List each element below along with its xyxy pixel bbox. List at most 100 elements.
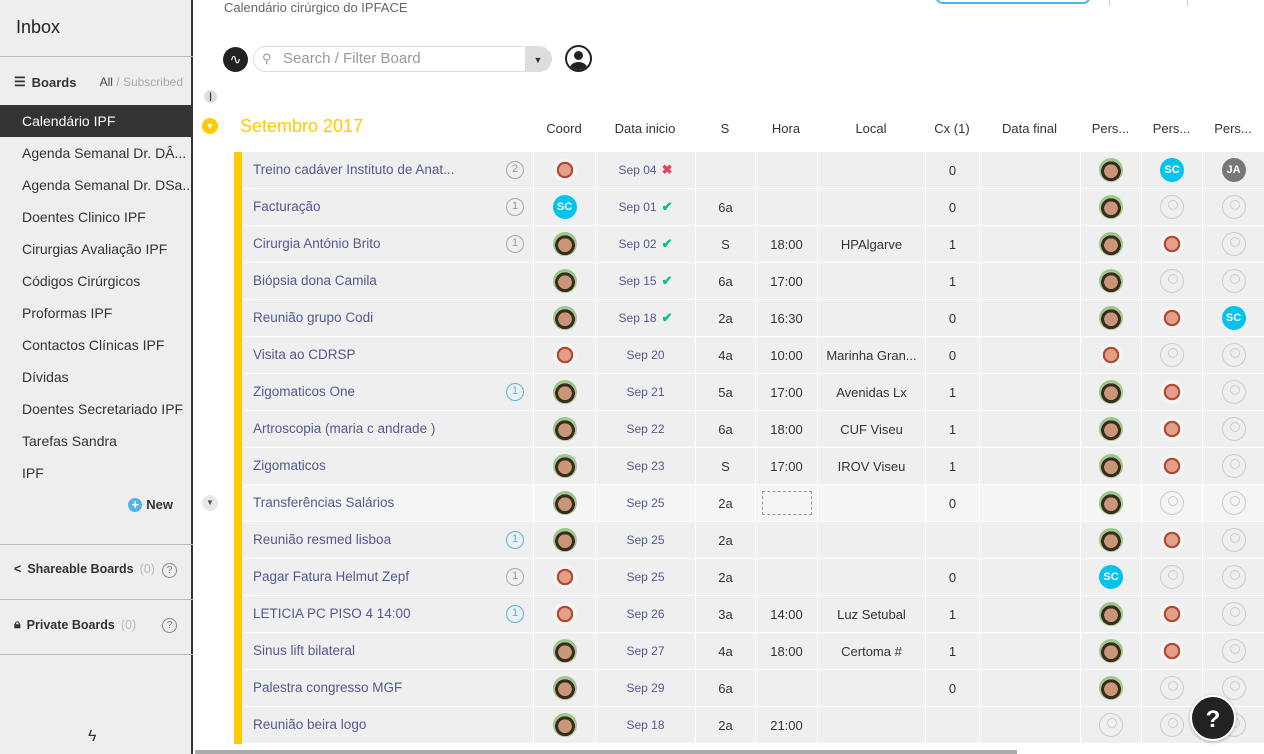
date-cell[interactable]: Sep 20 (595, 337, 695, 373)
weekday-cell[interactable]: 6a (695, 411, 755, 447)
avatar[interactable] (552, 306, 577, 330)
weekday-cell[interactable]: 6a (695, 263, 755, 299)
table-row[interactable]: Transferências Salários Sep 25 2a 0 (234, 485, 1264, 522)
coord-cell[interactable] (533, 448, 595, 484)
cx-cell[interactable]: 0 (925, 485, 979, 521)
empty-person-icon[interactable] (1160, 565, 1184, 589)
empty-person-icon[interactable] (1221, 380, 1246, 404)
avatar-initials[interactable]: JA (1221, 158, 1246, 182)
item-name[interactable]: Reunião resmed lisboa (253, 532, 392, 547)
item-name[interactable]: Facturação (253, 199, 321, 214)
location-cell[interactable] (817, 263, 925, 299)
table-row[interactable]: Zigomaticos Sep 23 S 17:00 IROV Viseu 1 (234, 448, 1264, 485)
updates-count-badge[interactable]: 2 (506, 161, 524, 179)
cx-cell[interactable]: 0 (925, 300, 979, 336)
end-date-cell[interactable] (979, 226, 1080, 262)
coord-cell[interactable] (533, 152, 595, 188)
weekday-cell[interactable]: 3a (695, 596, 755, 632)
item-name[interactable]: Zigomaticos (253, 458, 326, 473)
avatar[interactable] (1160, 380, 1184, 404)
avatar[interactable] (1099, 232, 1123, 256)
person-cell[interactable] (1080, 633, 1141, 669)
person-filter-icon[interactable] (565, 45, 592, 72)
table-row[interactable]: Biópsia dona Camila Sep 15 ✔ 6a 17:00 1 (234, 263, 1264, 300)
hour-cell[interactable]: 17:00 (755, 448, 817, 484)
person-cell[interactable] (1141, 374, 1202, 410)
column-header[interactable]: Data inicio (614, 121, 676, 136)
empty-person-icon[interactable] (1160, 195, 1184, 219)
empty-person-icon[interactable] (1221, 676, 1246, 700)
person-cell[interactable] (1080, 226, 1141, 262)
person-cell[interactable] (1141, 263, 1202, 299)
person-cell[interactable] (1080, 337, 1141, 373)
person-cell[interactable]: SC (1202, 300, 1264, 336)
empty-person-icon[interactable] (1160, 676, 1184, 700)
location-cell[interactable] (817, 670, 925, 706)
filter-subscribed[interactable]: Subscribed (122, 75, 183, 89)
avatar[interactable] (1160, 528, 1184, 552)
table-row[interactable]: Visita ao CDRSP Sep 20 4a 10:00 Marinha Gran… (234, 337, 1264, 374)
end-date-cell[interactable] (979, 559, 1080, 595)
date-cell[interactable]: Sep 27 (595, 633, 695, 669)
sidebar-board-item[interactable]: Calendário IPF (0, 105, 192, 137)
person-cell[interactable] (1141, 337, 1202, 373)
new-board-button[interactable]: + New (128, 497, 173, 512)
person-cell[interactable] (1202, 670, 1264, 706)
avatar[interactable] (552, 528, 577, 552)
coord-cell[interactable] (533, 411, 595, 447)
end-date-cell[interactable] (979, 263, 1080, 299)
weekday-cell[interactable]: S (695, 448, 755, 484)
person-cell[interactable] (1202, 633, 1264, 669)
updates-count-badge[interactable]: 1 (506, 383, 524, 401)
weekday-cell[interactable]: 6a (695, 189, 755, 225)
avatar[interactable] (552, 602, 577, 626)
avatar[interactable] (1160, 306, 1184, 330)
empty-person-icon[interactable] (1221, 491, 1246, 515)
location-cell[interactable] (817, 189, 925, 225)
cx-cell[interactable]: 0 (925, 559, 979, 595)
location-cell[interactable] (817, 300, 925, 336)
weekday-cell[interactable]: 2a (695, 485, 755, 521)
cx-cell[interactable]: 1 (925, 374, 979, 410)
private-boards-section[interactable]: 🔒︎ Private Boards (0) (14, 617, 136, 632)
weekday-cell[interactable]: 4a (695, 633, 755, 669)
person-cell[interactable] (1202, 411, 1264, 447)
hour-cell[interactable] (755, 559, 817, 595)
person-cell[interactable] (1141, 189, 1202, 225)
avatar[interactable] (552, 380, 577, 404)
shareable-boards-section[interactable]: < Shareable Boards (0) (14, 562, 155, 576)
avatar[interactable] (552, 417, 577, 441)
coord-cell[interactable] (533, 374, 595, 410)
help-circle-icon[interactable]: ? (162, 618, 177, 633)
avatar[interactable] (1099, 639, 1123, 663)
person-cell[interactable]: JA (1202, 152, 1264, 188)
avatar[interactable] (1160, 417, 1184, 441)
person-cell[interactable] (1202, 226, 1264, 262)
hour-cell[interactable]: 16:30 (755, 300, 817, 336)
weekday-cell[interactable]: 2a (695, 559, 755, 595)
empty-person-icon[interactable] (1221, 269, 1246, 293)
coord-cell[interactable] (533, 485, 595, 521)
end-date-cell[interactable] (979, 337, 1080, 373)
coord-cell[interactable] (533, 300, 595, 336)
avatar-initials[interactable]: SC (1160, 158, 1184, 182)
avatar-initials[interactable]: SC (552, 195, 577, 219)
empty-person-icon[interactable] (1221, 454, 1246, 478)
person-cell[interactable] (1141, 633, 1202, 669)
table-row[interactable]: Cirurgia António Brito 1 Sep 02 ✔ S 18:00 HPAl… (234, 226, 1264, 263)
avatar[interactable] (1099, 676, 1123, 700)
avatar[interactable] (552, 454, 577, 478)
end-date-cell[interactable] (979, 522, 1080, 558)
hour-cell[interactable]: 18:00 (755, 633, 817, 669)
end-date-cell[interactable] (979, 707, 1080, 743)
empty-person-icon[interactable] (1221, 417, 1246, 441)
hour-cell[interactable] (755, 189, 817, 225)
avatar[interactable] (1099, 454, 1123, 478)
person-cell[interactable]: SC (1141, 152, 1202, 188)
empty-person-icon[interactable] (1221, 343, 1246, 367)
avatar[interactable] (552, 713, 577, 737)
item-name[interactable]: Biópsia dona Camila (253, 273, 377, 288)
person-cell[interactable] (1141, 670, 1202, 706)
end-date-cell[interactable] (979, 670, 1080, 706)
item-name[interactable]: Reunião beira logo (253, 717, 367, 732)
